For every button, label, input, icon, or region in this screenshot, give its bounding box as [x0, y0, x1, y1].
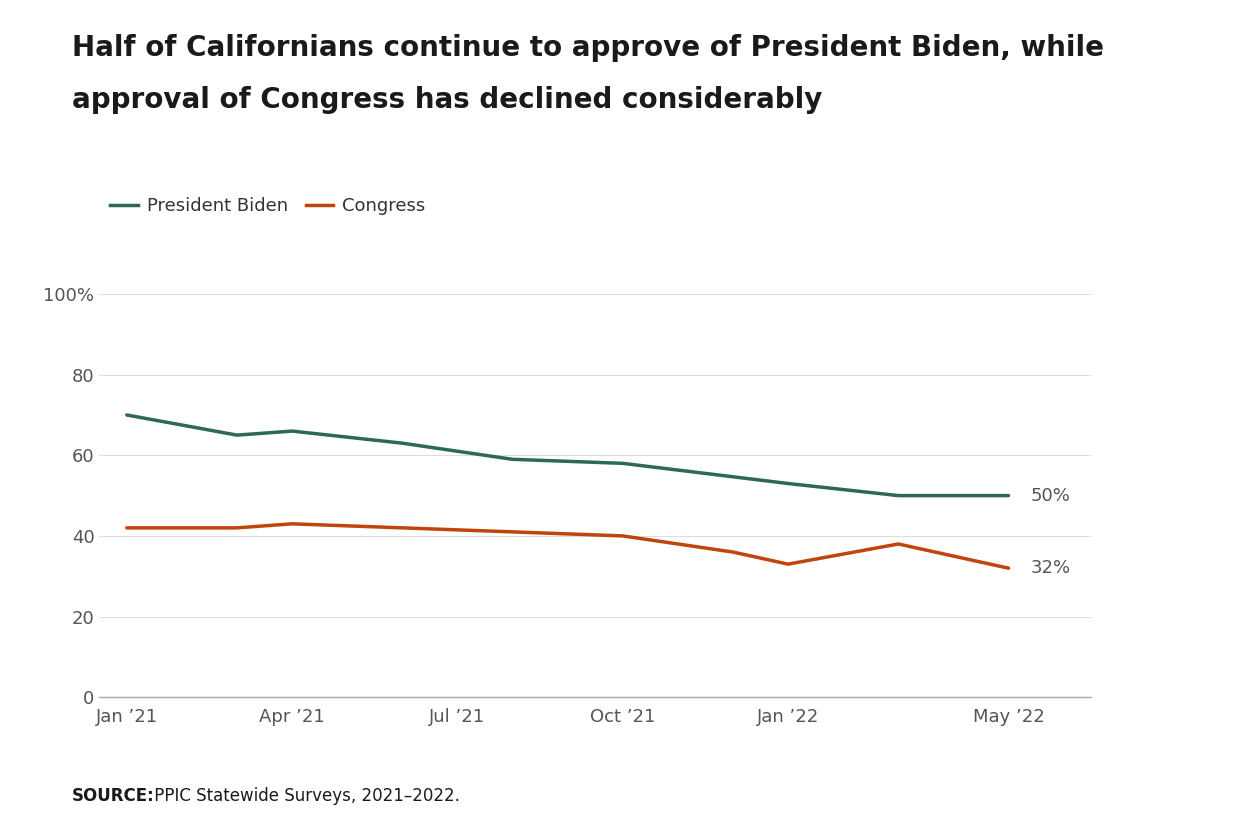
Text: Half of Californians continue to approve of President Biden, while: Half of Californians continue to approve… — [72, 34, 1104, 61]
Text: SOURCE:: SOURCE: — [72, 787, 155, 806]
Text: 32%: 32% — [1030, 559, 1070, 577]
Text: 50%: 50% — [1030, 486, 1070, 505]
Legend: President Biden, Congress: President Biden, Congress — [103, 190, 433, 223]
Text: PPIC Statewide Surveys, 2021–2022.: PPIC Statewide Surveys, 2021–2022. — [149, 787, 460, 806]
Text: approval of Congress has declined considerably: approval of Congress has declined consid… — [72, 86, 822, 113]
